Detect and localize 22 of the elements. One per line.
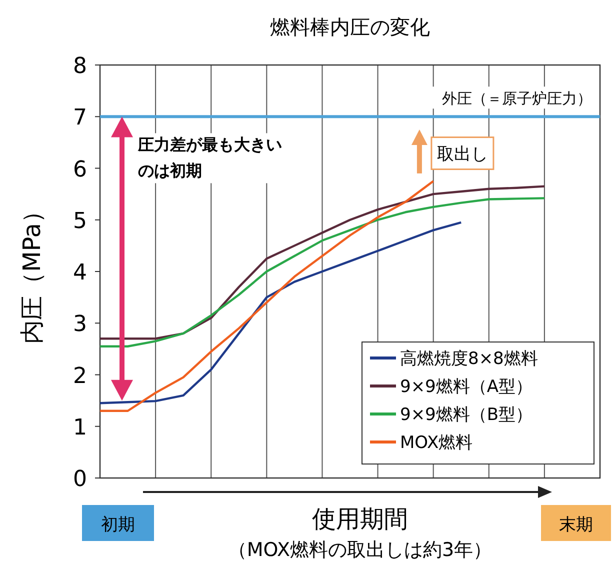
annotation: 圧力差が最も大きいのは初期 bbox=[137, 135, 282, 180]
legend-label: 9×9燃料（B型） bbox=[400, 405, 533, 425]
y-axis-title: 内圧（MPa） bbox=[18, 199, 46, 344]
y-tick-label: 1 bbox=[73, 415, 87, 440]
text: 末期 bbox=[559, 515, 593, 535]
text: （MOX燃料の取出しは約3年） bbox=[228, 539, 492, 561]
y-tick-label: 8 bbox=[73, 54, 87, 79]
legend-label: 9×9燃料（A型） bbox=[400, 377, 533, 397]
y-tick-label: 5 bbox=[73, 208, 87, 234]
y-tick-label: 0 bbox=[73, 467, 87, 492]
y-tick-label: 2 bbox=[73, 364, 87, 389]
y-tick-label: 4 bbox=[73, 260, 87, 286]
legend-label: MOX燃料 bbox=[400, 433, 473, 453]
y-tick-label: 3 bbox=[73, 312, 87, 338]
y-tick-label: 6 bbox=[73, 157, 87, 182]
chart-title: 燃料棒内圧の変化 bbox=[270, 15, 430, 39]
y-tick-label: 7 bbox=[73, 106, 87, 131]
ref-line-label: 外圧（＝原子炉圧力） bbox=[442, 90, 592, 108]
x-axis-title: 使用期間 bbox=[312, 505, 408, 533]
annotation: 取出し bbox=[436, 144, 488, 164]
text: 初期 bbox=[101, 515, 135, 535]
legend-label: 高燃焼度8×8燃料 bbox=[400, 349, 538, 369]
